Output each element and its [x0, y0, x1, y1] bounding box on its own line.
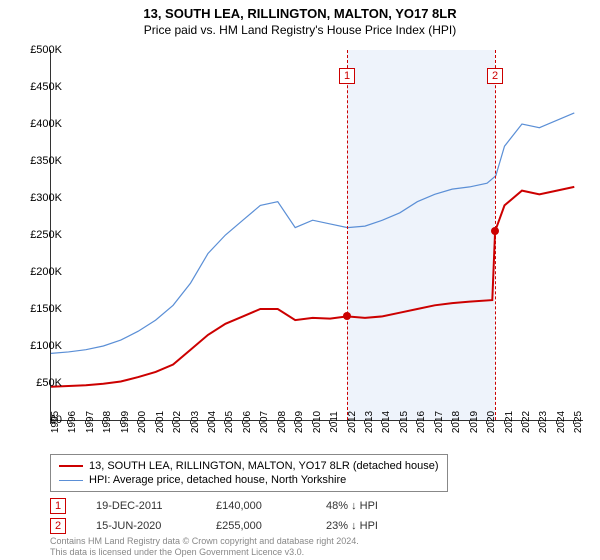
chart-svg — [51, 50, 583, 420]
x-tick-label: 2024 — [556, 411, 567, 433]
sales-table: 1 19-DEC-2011 £140,000 48% ↓ HPI 2 15-JU… — [50, 496, 378, 536]
x-tick-label: 2023 — [538, 411, 549, 433]
x-tick-label: 1996 — [67, 411, 78, 433]
marker-line-1 — [347, 50, 348, 420]
y-tick-label: £50K — [12, 377, 62, 389]
legend-item-property: 13, SOUTH LEA, RILLINGTON, MALTON, YO17 … — [59, 459, 439, 473]
y-tick-label: £150K — [12, 303, 62, 315]
marker-dot-1 — [343, 312, 351, 320]
chart-subtitle: Price paid vs. HM Land Registry's House … — [0, 21, 600, 41]
sale-delta-2: 23% ↓ HPI — [326, 520, 378, 532]
plot-area: 12 — [50, 50, 583, 421]
x-tick-label: 2003 — [190, 411, 201, 433]
x-tick-label: 2022 — [521, 411, 532, 433]
y-tick-label: £200K — [12, 266, 62, 278]
sale-delta-1: 48% ↓ HPI — [326, 500, 378, 512]
y-tick-label: £300K — [12, 192, 62, 204]
footer-line-1: Contains HM Land Registry data © Crown c… — [50, 536, 359, 547]
x-tick-label: 2008 — [277, 411, 288, 433]
sale-row-1: 1 19-DEC-2011 £140,000 48% ↓ HPI — [50, 496, 378, 516]
chart-container: 13, SOUTH LEA, RILLINGTON, MALTON, YO17 … — [0, 0, 600, 560]
legend-label-hpi: HPI: Average price, detached house, Nort… — [89, 474, 346, 486]
y-tick-label: £100K — [12, 340, 62, 352]
x-tick-label: 2014 — [381, 411, 392, 433]
sale-row-2: 2 15-JUN-2020 £255,000 23% ↓ HPI — [50, 516, 378, 536]
x-tick-label: 1997 — [85, 411, 96, 433]
legend-item-hpi: HPI: Average price, detached house, Nort… — [59, 473, 439, 487]
x-tick-label: 2021 — [504, 411, 515, 433]
x-tick-label: 2009 — [294, 411, 305, 433]
x-tick-label: 2006 — [242, 411, 253, 433]
sale-marker-1: 1 — [50, 498, 66, 514]
y-tick-label: £500K — [12, 44, 62, 56]
x-tick-label: 2025 — [573, 411, 584, 433]
legend-label-property: 13, SOUTH LEA, RILLINGTON, MALTON, YO17 … — [89, 460, 439, 472]
x-tick-label: 2013 — [364, 411, 375, 433]
legend-swatch-hpi — [59, 480, 83, 481]
footer: Contains HM Land Registry data © Crown c… — [50, 536, 359, 558]
sale-date-1: 19-DEC-2011 — [96, 500, 186, 512]
y-tick-label: £450K — [12, 81, 62, 93]
x-tick-label: 2004 — [207, 411, 218, 433]
sale-price-1: £140,000 — [216, 500, 296, 512]
sale-date-2: 15-JUN-2020 — [96, 520, 186, 532]
footer-line-2: This data is licensed under the Open Gov… — [50, 547, 359, 558]
y-tick-label: £250K — [12, 229, 62, 241]
x-tick-label: 2020 — [486, 411, 497, 433]
legend-swatch-property — [59, 465, 83, 467]
legend: 13, SOUTH LEA, RILLINGTON, MALTON, YO17 … — [50, 454, 448, 492]
x-tick-label: 2000 — [137, 411, 148, 433]
x-tick-label: 2015 — [399, 411, 410, 433]
x-tick-label: 2018 — [451, 411, 462, 433]
x-tick-label: 1999 — [120, 411, 131, 433]
x-tick-label: 2001 — [155, 411, 166, 433]
x-tick-label: 2019 — [469, 411, 480, 433]
x-tick-label: 2012 — [347, 411, 358, 433]
y-tick-label: £350K — [12, 155, 62, 167]
x-tick-label: 2011 — [329, 411, 340, 433]
x-tick-label: 2017 — [434, 411, 445, 433]
x-tick-label: 1998 — [102, 411, 113, 433]
y-tick-label: £400K — [12, 118, 62, 130]
sale-marker-2: 2 — [50, 518, 66, 534]
x-tick-label: 1995 — [50, 411, 61, 433]
marker-box-2: 2 — [487, 68, 503, 84]
x-tick-label: 2002 — [172, 411, 183, 433]
marker-dot-2 — [491, 227, 499, 235]
x-tick-label: 2005 — [224, 411, 235, 433]
x-tick-label: 2007 — [259, 411, 270, 433]
chart-title: 13, SOUTH LEA, RILLINGTON, MALTON, YO17 … — [0, 0, 600, 21]
x-tick-label: 2010 — [312, 411, 323, 433]
x-tick-label: 2016 — [416, 411, 427, 433]
marker-box-1: 1 — [339, 68, 355, 84]
sale-price-2: £255,000 — [216, 520, 296, 532]
